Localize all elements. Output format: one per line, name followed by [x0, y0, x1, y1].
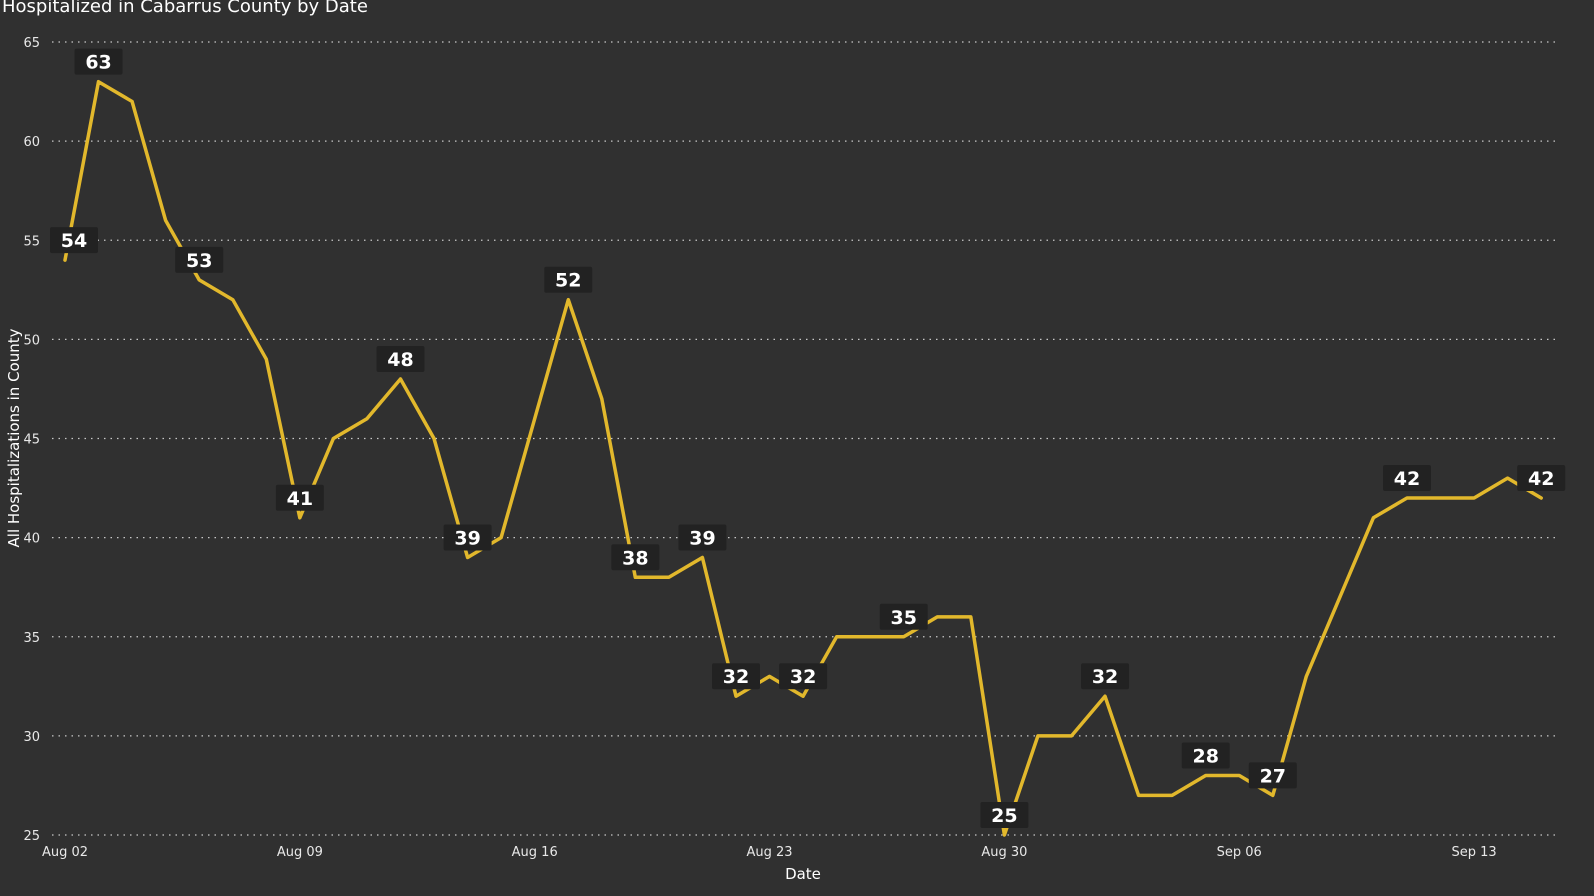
- data-label-text: 35: [891, 607, 917, 629]
- data-label-background: [1081, 663, 1130, 690]
- x-tick-label: Aug 09: [277, 845, 323, 860]
- x-tick-label: Aug 16: [512, 845, 558, 860]
- data-label-text: 53: [186, 250, 212, 272]
- x-tick-label: Aug 02: [42, 845, 88, 860]
- x-axis-title: Date: [785, 865, 821, 883]
- data-label-text: 32: [790, 666, 816, 688]
- data-label-background: [544, 266, 593, 293]
- y-tick-label: 55: [23, 234, 40, 249]
- data-label: 32: [712, 663, 760, 690]
- data-label-text: 42: [1528, 468, 1554, 490]
- series-line: [63, 79, 1543, 837]
- y-axis-ticks: 25 30 35 40 45 50 55 60 65: [23, 36, 40, 844]
- data-label-background: [443, 524, 492, 551]
- data-label-background: [1517, 464, 1566, 491]
- data-labels: 54 63 53 41 48 39 52 38 39 32 32 35 25 32 28 27 42 42: [50, 48, 1566, 828]
- data-label-background: [275, 484, 324, 511]
- y-tick-label: 25: [23, 829, 40, 844]
- y-tick-label: 50: [23, 333, 40, 348]
- data-label-background: [779, 663, 828, 690]
- y-tick-label: 65: [23, 36, 40, 51]
- data-label-text: 27: [1260, 765, 1286, 787]
- data-label-text: 54: [61, 230, 87, 252]
- data-label: 48: [376, 346, 425, 373]
- data-label: 27: [1248, 762, 1297, 789]
- data-label: 41: [275, 484, 324, 511]
- data-label: 25: [980, 802, 1029, 828]
- data-label-text: 41: [287, 488, 313, 510]
- data-label-background: [1383, 464, 1431, 491]
- data-label-text: 28: [1192, 746, 1218, 768]
- data-label-text: 38: [622, 547, 648, 569]
- data-label-text: 42: [1394, 468, 1420, 490]
- data-label-text: 25: [991, 805, 1017, 827]
- chart-title: Hospitalized in Cabarrus County by Date: [2, 0, 368, 17]
- data-label: 63: [74, 48, 123, 75]
- data-label: 54: [50, 227, 98, 254]
- data-label-background: [50, 227, 98, 254]
- data-label-text: 32: [723, 666, 749, 688]
- data-label: 39: [678, 524, 727, 551]
- data-label: 32: [1081, 663, 1130, 690]
- data-label: 32: [779, 663, 828, 690]
- data-label: 42: [1517, 464, 1566, 491]
- data-label-text: 48: [387, 349, 413, 371]
- y-axis-title: All Hospitalizations in County: [5, 328, 23, 547]
- x-tick-label: Aug 30: [981, 845, 1027, 860]
- data-label-background: [879, 603, 928, 630]
- y-tick-label: 45: [23, 433, 40, 448]
- data-label-background: [712, 663, 760, 690]
- gridlines: [52, 41, 1560, 836]
- data-label-text: 63: [85, 52, 111, 74]
- data-label: 42: [1383, 464, 1431, 491]
- data-label: 39: [443, 524, 492, 551]
- data-label-text: 52: [555, 270, 581, 292]
- data-label-text: 32: [1092, 666, 1118, 688]
- x-tick-label: Sep 13: [1452, 845, 1497, 860]
- data-label: 53: [175, 246, 224, 273]
- data-label: 28: [1181, 742, 1230, 769]
- y-tick-label: 30: [23, 730, 40, 745]
- data-label-background: [1181, 742, 1230, 769]
- y-tick-label: 40: [23, 532, 40, 547]
- data-label: 35: [879, 603, 928, 630]
- y-tick-label: 60: [23, 135, 40, 150]
- data-label: 38: [611, 544, 660, 571]
- x-tick-label: Aug 23: [747, 845, 793, 860]
- x-tick-label: Sep 06: [1217, 845, 1262, 860]
- data-label-text: 39: [689, 527, 715, 549]
- data-label: 52: [544, 266, 593, 293]
- data-label-background: [175, 246, 224, 273]
- data-label-background: [611, 544, 660, 571]
- data-label-background: [678, 524, 727, 551]
- data-label-background: [1248, 762, 1297, 789]
- x-axis-ticks: Aug 02 Aug 09 Aug 16 Aug 23 Aug 30 Sep 06 Sep …: [42, 845, 1497, 860]
- data-label-background: [980, 802, 1029, 828]
- data-label-background: [74, 48, 123, 75]
- y-tick-label: 35: [23, 631, 40, 646]
- data-label-background: [376, 346, 425, 373]
- data-label-text: 39: [454, 527, 480, 549]
